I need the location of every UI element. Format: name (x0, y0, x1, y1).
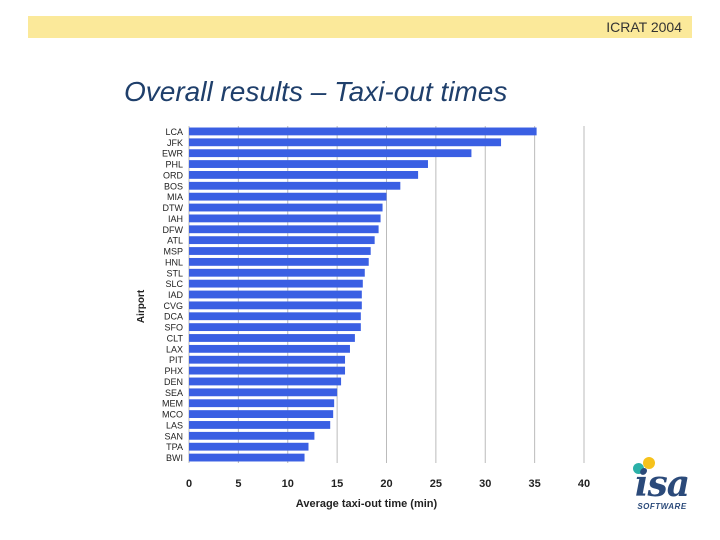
category-label-mco: MCO (162, 410, 183, 420)
taxi-out-chart: LCA JFK EWR PHL ORD BOS MIA DTW IAH DFW ATL MSP HNL S… (124, 118, 600, 520)
bar-msp (189, 247, 371, 255)
bar-mco (189, 410, 334, 418)
bar-lca (189, 127, 537, 136)
logo-teal-dot (633, 463, 644, 474)
tick-label-x-0: 0 (186, 478, 192, 490)
category-label-slc: SLC (165, 279, 183, 289)
bar-mia (189, 192, 387, 201)
tick-label-x-40: 40 (578, 478, 590, 490)
bar-dtw (189, 203, 383, 212)
bar-chart-svg: LCAJFKEWRPHLORDBOSMIADTWIAHDFWATLMSPHNLS… (136, 126, 590, 510)
category-label-bwi: BWI (166, 453, 183, 463)
category-label-msp: MSP (163, 247, 183, 257)
category-label-lca: LCA (165, 127, 183, 137)
bar-atl (189, 236, 375, 245)
bar-las (189, 421, 331, 429)
header-band: ICRAT 2004 (28, 16, 692, 38)
category-label-den: DEN (164, 377, 183, 387)
tick-label-x-5: 5 (235, 478, 241, 490)
bar-den (189, 377, 342, 386)
category-label-cvg: CVG (163, 301, 183, 311)
category-label-mem: MEM (162, 399, 183, 409)
category-label-sea: SEA (165, 388, 183, 398)
bar-bos (189, 181, 401, 190)
category-label-atl: ATL (167, 236, 183, 246)
bar-dca (189, 312, 361, 321)
category-label-ord: ORD (163, 170, 184, 180)
bar-phx (189, 366, 346, 375)
category-label-stl: STL (166, 268, 183, 278)
category-label-lax: LAX (166, 344, 183, 354)
bar-ord (189, 171, 419, 179)
bar-dfw (189, 225, 379, 234)
bar-slc (189, 279, 363, 288)
bar-pit (189, 355, 346, 364)
category-label-dca: DCA (164, 312, 183, 322)
category-label-pit: PIT (169, 355, 184, 365)
bar-cvg (189, 301, 362, 310)
category-label-phx: PHX (164, 366, 183, 376)
logo-yellow-dot (643, 457, 655, 469)
bar-iad (189, 290, 362, 299)
bar-lax (189, 344, 350, 353)
slide-title: Overall results – Taxi-out times (124, 76, 508, 107)
logo-wordmark: isa (634, 463, 690, 505)
logo-subtitle: SOFTWARE (637, 502, 687, 511)
bar-ewr (189, 149, 472, 158)
x-axis-label: Average taxi-out time (min) (296, 498, 438, 510)
category-label-hnl: HNL (165, 257, 183, 267)
bar-mem (189, 399, 335, 408)
category-label-dtw: DTW (163, 203, 184, 213)
category-label-phl: PHL (165, 160, 183, 170)
category-label-clt: CLT (167, 333, 184, 343)
bar-san (189, 431, 315, 440)
bar-stl (189, 268, 365, 277)
category-label-ewr: EWR (162, 149, 183, 159)
tick-label-x-20: 20 (380, 478, 392, 490)
category-label-iah: IAH (168, 214, 183, 224)
category-label-dfw: DFW (163, 225, 184, 235)
bar-clt (189, 334, 355, 342)
bar-phl (189, 160, 428, 168)
category-label-mia: MIA (167, 192, 183, 202)
tick-label-x-30: 30 (479, 478, 491, 490)
tick-label-x-10: 10 (282, 478, 294, 490)
conference-label: ICRAT 2004 (606, 19, 682, 35)
tick-label-x-15: 15 (331, 478, 343, 490)
category-label-iad: IAD (168, 290, 184, 300)
isa-software-logo: isa SOFTWARE (630, 455, 694, 515)
tick-label-x-25: 25 (430, 478, 442, 490)
bar-bwi (189, 453, 305, 462)
category-label-jfk: JFK (167, 138, 183, 148)
bar-jfk (189, 138, 502, 147)
category-label-las: LAS (166, 420, 183, 430)
category-label-sfo: SFO (164, 323, 183, 333)
bar-hnl (189, 257, 369, 266)
bar-sea (189, 388, 338, 397)
bar-sfo (189, 323, 361, 332)
category-label-tpa: TPA (166, 442, 183, 452)
category-label-san: SAN (164, 431, 183, 441)
tick-label-x-35: 35 (529, 478, 541, 490)
bar-tpa (189, 442, 309, 451)
y-axis-label: Airport (136, 289, 147, 323)
bar-iah (189, 214, 381, 223)
category-label-bos: BOS (164, 181, 183, 191)
